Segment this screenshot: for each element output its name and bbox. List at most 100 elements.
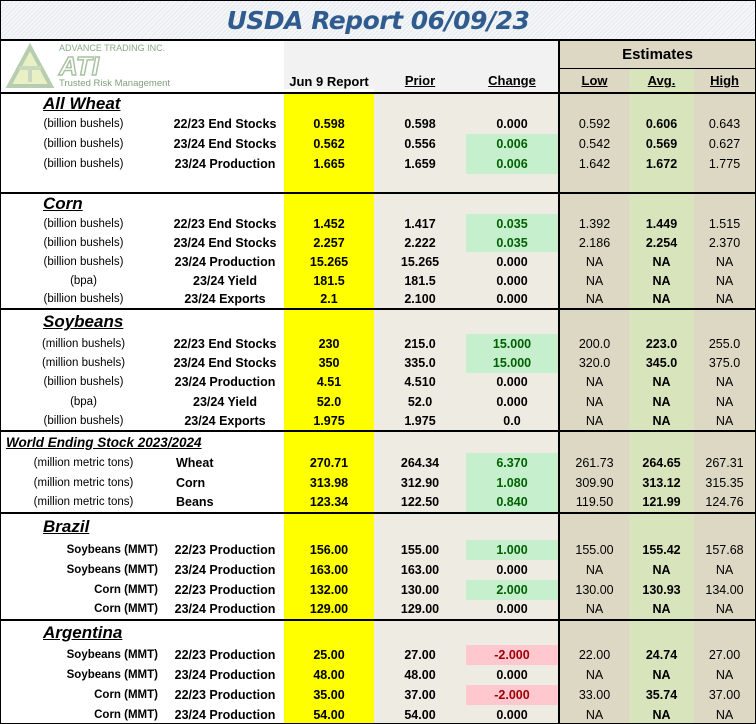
unit-cell: Soybeans (MMT) — [66, 668, 158, 681]
avg-cell: NA — [629, 271, 694, 290]
change-cell: 0.000 — [466, 290, 559, 309]
jun9-cell: 181.5 — [284, 271, 374, 290]
data-row: (million bushels) 23/24 End Stocks 350 335.… — [1, 353, 755, 373]
metric-label: 23/24 Yield — [193, 273, 257, 288]
unit-cell: (bpa) — [70, 395, 97, 408]
high-cell: NA — [694, 372, 755, 393]
low-cell: NA — [558, 252, 629, 271]
data-row: (million metric tons) Corn 313.98 312.90 1.0… — [1, 472, 755, 493]
change-cell: 0.035 — [466, 214, 559, 233]
avg-cell: 313.12 — [629, 472, 694, 493]
prior-cell: 122.50 — [374, 492, 466, 513]
unit-cell: (million metric tons) — [33, 476, 134, 489]
jun9-cell: 1.452 — [284, 214, 374, 233]
data-row: (billion bushels) 22/23 End Stocks 0.598 0.… — [1, 114, 755, 134]
section-header-row: Brazil — [1, 511, 755, 540]
avg-cell: NA — [629, 704, 694, 723]
metric-label: 23/24 End Stocks — [173, 137, 277, 151]
avg-cell: NA — [629, 290, 694, 309]
jun9-cell: 2.257 — [284, 233, 374, 252]
high-cell: NA — [694, 559, 755, 580]
change-cell: 0.0 — [466, 411, 559, 431]
section-title: Argentina — [1, 618, 284, 645]
jun9-cell: 123.34 — [284, 492, 374, 513]
data-row: Soybeans (MMT) 23/24 Production 48.00 48.00… — [1, 664, 755, 685]
avg-cell: 345.0 — [629, 353, 694, 373]
data-row: (million bushels) 22/23 End Stocks 230 215.… — [1, 334, 755, 354]
metric-label: 22/23 End Stocks — [173, 117, 277, 131]
high-cell: 375.0 — [694, 353, 755, 373]
unit-cell: (billion bushels) — [43, 255, 124, 268]
prior-cell: 129.00 — [374, 599, 466, 620]
metric-label: 23/24 Production — [174, 562, 276, 577]
metric-label: 22/23 Production — [174, 647, 276, 662]
data-row: Soybeans (MMT) 22/23 Production 25.00 27.00… — [1, 644, 755, 665]
change-cell: 0.000 — [466, 559, 559, 580]
metric-label: 22/23 Production — [174, 687, 276, 702]
data-row: (billion bushels) 23/24 End Stocks 0.562 0.… — [1, 134, 755, 154]
section-header-row: All Wheat — [1, 92, 755, 114]
avg-cell: 264.65 — [629, 452, 694, 473]
low-cell: 0.592 — [558, 114, 629, 134]
prior-cell: 181.5 — [374, 271, 466, 290]
avg-cell: NA — [629, 559, 694, 580]
high-cell: 124.76 — [694, 492, 755, 513]
low-cell: 119.50 — [558, 492, 629, 513]
jun9-cell: 230 — [284, 334, 374, 354]
data-row: Soybeans (MMT) 23/24 Production 163.00 163.… — [1, 559, 755, 580]
unit-cell: (million metric tons) — [33, 456, 134, 469]
jun9-cell: 1.975 — [284, 411, 374, 431]
high-cell: 267.31 — [694, 452, 755, 473]
low-cell: 1.392 — [558, 214, 629, 233]
prior-cell: 52.0 — [374, 392, 466, 412]
change-cell: -2.000 — [466, 684, 559, 705]
data-row: (million metric tons) Wheat 270.71 264.34 6.… — [1, 452, 755, 473]
jun9-cell: 129.00 — [284, 599, 374, 620]
avg-cell: 0.606 — [629, 114, 694, 134]
metric-label: 23/24 Exports — [184, 292, 266, 306]
high-cell: 0.643 — [694, 114, 755, 134]
metric-label: Wheat — [176, 455, 214, 470]
section-title: Soybeans — [1, 308, 284, 334]
report-table: Estimates Jun 9 Report Prior Change Low … — [1, 41, 755, 723]
header-row: Estimates — [1, 41, 755, 69]
low-cell: 130.00 — [558, 579, 629, 600]
jun9-cell: 52.0 — [284, 392, 374, 412]
avg-cell: NA — [629, 372, 694, 393]
change-cell: 0.035 — [466, 233, 559, 252]
avg-cell: 35.74 — [629, 684, 694, 705]
prior-cell: 27.00 — [374, 644, 466, 665]
high-cell: 2.370 — [694, 233, 755, 252]
prior-cell: 2.100 — [374, 290, 466, 309]
estimates-header: Estimates — [557, 41, 755, 69]
data-row: (billion bushels) 23/24 End Stocks 2.257 2.… — [1, 233, 755, 252]
report-title-bar: USDA Report 06/09/23 — [1, 1, 755, 41]
metric-label: Beans — [176, 495, 214, 510]
section-header-row: Corn — [1, 192, 755, 214]
low-cell: NA — [558, 559, 629, 580]
data-row: (billion bushels) 23/24 Production 1.665 1.… — [1, 154, 755, 174]
jun9-cell: 0.598 — [284, 114, 374, 134]
avg-cell: 0.569 — [629, 134, 694, 154]
low-cell: 320.0 — [558, 353, 629, 373]
change-cell: 0.000 — [466, 114, 559, 134]
unit-cell: (million metric tons) — [33, 496, 134, 509]
unit-cell: (billion bushels) — [43, 158, 124, 170]
low-cell: 200.0 — [558, 334, 629, 354]
logo-triangle-icon — [5, 43, 55, 88]
unit-cell: (million bushels) — [41, 337, 126, 350]
avg-cell: NA — [629, 664, 694, 685]
change-cell: 0.000 — [466, 372, 559, 393]
metric-label: 23/24 Production — [174, 707, 276, 722]
change-cell: 0.000 — [466, 704, 559, 723]
prior-cell: 0.598 — [374, 114, 466, 134]
ati-logo: ADVANCE TRADING INC. ATI Trusted Risk Ma… — [5, 43, 170, 89]
jun9-cell: 4.51 — [284, 372, 374, 393]
data-row: Corn (MMT) 22/23 Production 35.00 37.00 -2.0… — [1, 684, 755, 705]
header-high: High — [710, 73, 739, 88]
prior-cell: 0.556 — [374, 134, 466, 154]
section-title: World Ending Stock 2023/2024 — [1, 429, 284, 453]
data-row: Soybeans (MMT) 22/23 Production 156.00 155.… — [1, 539, 755, 560]
metric-label: 23/24 Production — [174, 254, 276, 269]
